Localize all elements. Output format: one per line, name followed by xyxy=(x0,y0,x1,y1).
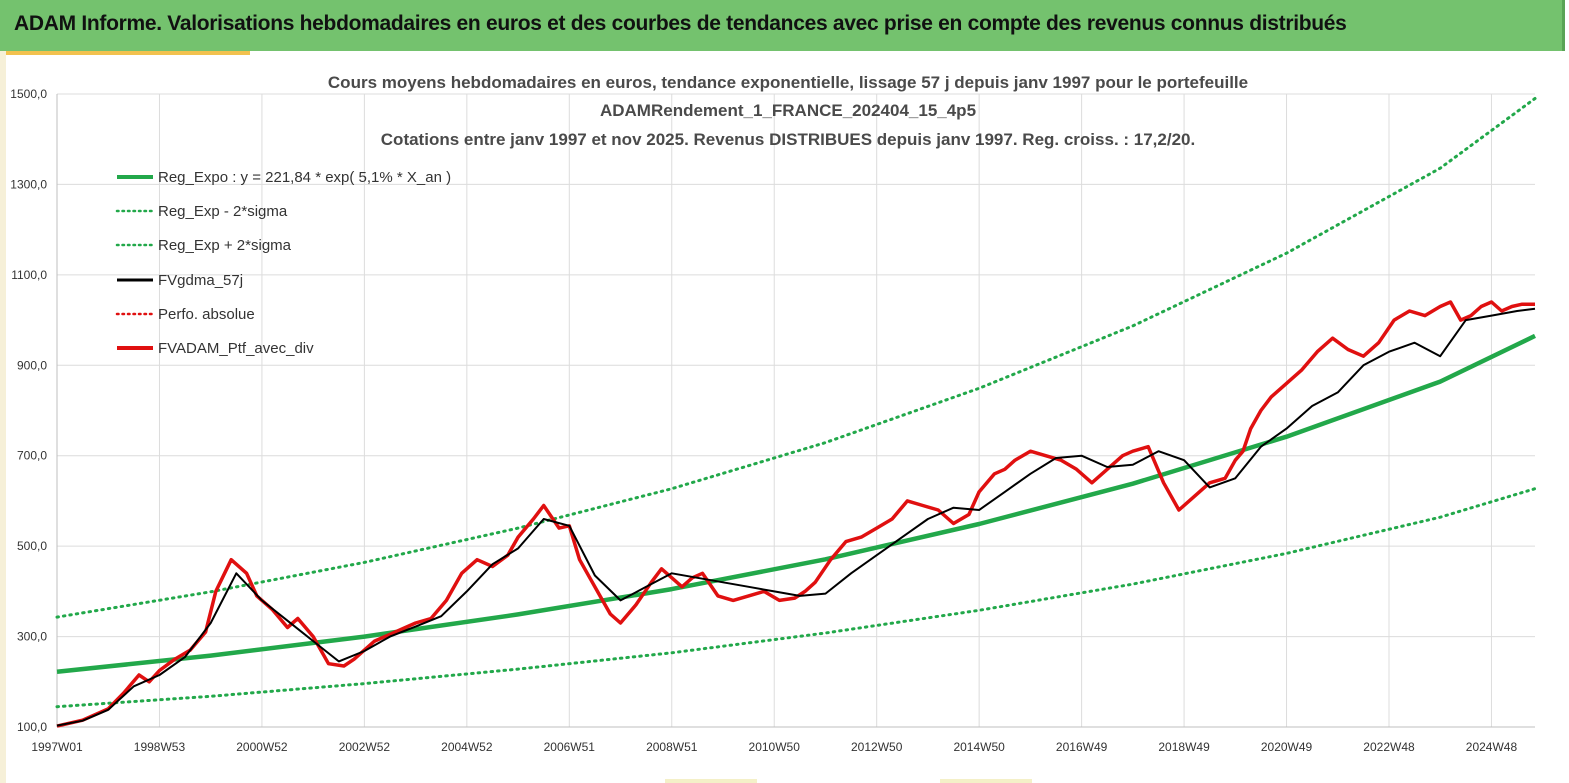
legend-label: Reg_Expo : y = 221,84 * exp( 5,1% * X_an… xyxy=(158,169,451,186)
series-line-reg-exp-plus-2sigma xyxy=(55,97,1537,619)
bottom-tab-marker xyxy=(940,779,1032,783)
y-tick-label: 900,0 xyxy=(17,358,47,372)
report-header: ADAM Informe. Valorisations hebdomadaire… xyxy=(0,0,1565,51)
axes xyxy=(56,94,1535,728)
y-tick-label: 1500,0 xyxy=(10,87,47,101)
legend-label: FVgdma_57j xyxy=(158,272,243,289)
x-tick-label: 2014W50 xyxy=(953,740,1005,754)
bottom-tab-marker xyxy=(665,779,757,783)
y-axis-ticks: 1500,0 1300,0 1100,0 900,0 700,0 500,0 300,0 10… xyxy=(10,87,47,734)
chart-title: Cours moyens hebdomadaires en euros, ten… xyxy=(328,73,1248,149)
left-accent-strip xyxy=(0,51,6,783)
series-line-reg-exp-minus-2sigma xyxy=(55,487,1537,709)
legend-label: FVADAM_Ptf_avec_div xyxy=(158,340,314,357)
y-tick-label: 1100,0 xyxy=(11,268,47,282)
x-tick-label: 2024W48 xyxy=(1466,740,1518,754)
series-line-fvadam-ptf-avec-div xyxy=(56,300,1535,728)
x-tick-label: 2010W50 xyxy=(749,740,801,754)
chart-title-line-3: Cotations entre janv 1997 et nov 2025. R… xyxy=(381,130,1195,149)
x-tick-label: 1998W53 xyxy=(134,740,186,754)
y-tick-label: 100,0 xyxy=(17,720,47,734)
x-tick-label: 2002W52 xyxy=(339,740,391,754)
x-tick-label: 2022W48 xyxy=(1363,740,1415,754)
x-tick-label: 2016W49 xyxy=(1056,740,1108,754)
accent-bar xyxy=(6,51,250,55)
legend-label: Reg_Exp + 2*sigma xyxy=(158,237,292,254)
series-line-reg-expo xyxy=(56,333,1536,675)
legend-label: Perfo. absolue xyxy=(158,306,255,323)
x-tick-label: 2020W49 xyxy=(1261,740,1313,754)
y-tick-label: 300,0 xyxy=(17,630,47,644)
chart-title-line-2: ADAMRendement_1_FRANCE_202404_15_4p5 xyxy=(600,101,976,120)
x-tick-label: 2008W51 xyxy=(646,740,698,754)
x-tick-label: 1997W01 xyxy=(31,740,83,754)
grid-lines xyxy=(56,93,1535,728)
y-tick-label: 1300,0 xyxy=(10,177,47,191)
x-tick-label: 2006W51 xyxy=(544,740,596,754)
x-tick-label: 2012W50 xyxy=(851,740,903,754)
legend-label: Reg_Exp - 2*sigma xyxy=(158,203,288,220)
series xyxy=(55,97,1537,728)
x-tick-label: 2018W49 xyxy=(1158,740,1210,754)
legend: Reg_Expo : y = 221,84 * exp( 5,1% * X_an… xyxy=(115,169,451,357)
chart-title-line-1: Cours moyens hebdomadaires en euros, ten… xyxy=(328,73,1248,92)
y-tick-label: 500,0 xyxy=(17,539,47,553)
x-tick-label: 2000W52 xyxy=(236,740,288,754)
report-title: ADAM Informe. Valorisations hebdomadaire… xyxy=(14,12,1347,35)
x-tick-label: 2004W52 xyxy=(441,740,493,754)
x-axis-ticks: 1997W01 1998W53 2000W52 2002W52 2004W52 2006W… xyxy=(31,740,1517,754)
y-tick-label: 700,0 xyxy=(17,449,47,463)
series-line-fvgdma-57j xyxy=(56,307,1536,727)
